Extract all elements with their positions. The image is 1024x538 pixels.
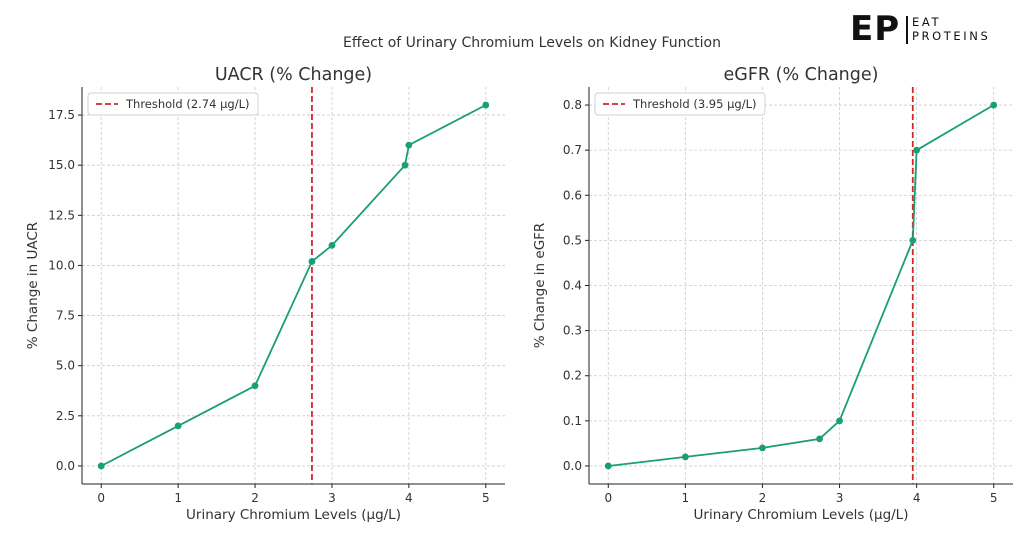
y-tick-label-6: 0.6 xyxy=(563,188,582,202)
legend-box xyxy=(594,92,766,116)
x-tick-label-2: 2 xyxy=(251,491,259,505)
brand-divider xyxy=(906,16,908,44)
data-point-1 xyxy=(681,453,689,461)
suptitle: Effect of Urinary Chromium Levels on Kid… xyxy=(343,35,721,51)
x-tick-label-3: 3 xyxy=(328,491,336,505)
y-axis-label: % Change in UACR xyxy=(25,222,41,349)
y-axis-label: % Change in eGFR xyxy=(532,223,548,349)
legend-label: Threshold (3.95 μg/L) xyxy=(632,97,756,111)
data-point-1 xyxy=(174,422,182,430)
x-tick-label-0: 0 xyxy=(97,491,105,505)
chart-title: eGFR (% Change) xyxy=(724,65,879,85)
y-tick-label-2: 0.2 xyxy=(563,369,582,383)
x-tick-label-5: 5 xyxy=(482,491,490,505)
legend: Threshold (3.95 μg/L) xyxy=(594,92,766,116)
y-tick-label-2: 5.0 xyxy=(56,359,75,373)
x-axis-label: Urinary Chromium Levels (μg/L) xyxy=(186,507,401,523)
data-point-5 xyxy=(401,161,409,169)
data-point-0 xyxy=(604,462,612,470)
data-point-2 xyxy=(759,444,766,452)
y-tick-label-6: 15.0 xyxy=(48,158,75,172)
series-line xyxy=(608,104,995,467)
data-point-3 xyxy=(816,435,823,443)
data-point-7 xyxy=(990,101,998,109)
data-point-3 xyxy=(308,258,316,265)
brand-mark: EP xyxy=(850,9,901,49)
brand-line-1: EAT xyxy=(912,15,942,29)
chart-uacr: 0 1 2 3 4 5 0.0 2.5 5.0 7.5 10.0 12.5 15.0 17.5 UACR (… xyxy=(25,65,505,523)
x-tick-label-0: 0 xyxy=(604,491,612,505)
x-tick-label-5: 5 xyxy=(990,491,998,505)
data-point-2 xyxy=(251,382,259,390)
chart-egfr: 0 1 2 3 4 5 0.0 0.1 0.2 0.3 0.4 0.5 0.6 0.7 0.8 eGFR (%… xyxy=(532,65,1013,523)
y-tick-label-0: 0.0 xyxy=(56,459,75,473)
chart-title: UACR (% Change) xyxy=(215,65,372,85)
x-tick-label-3: 3 xyxy=(836,491,844,505)
series-line xyxy=(100,104,487,467)
y-tick-label-8: 0.8 xyxy=(563,98,582,112)
data-point-7 xyxy=(482,101,490,109)
data-point-4 xyxy=(836,417,843,425)
legend-box xyxy=(87,92,259,116)
y-tick-label-3: 0.3 xyxy=(563,324,582,338)
brand-line-2: PROTEINS xyxy=(912,29,991,43)
y-tick-label-4: 10.0 xyxy=(48,258,75,272)
x-tick-label-2: 2 xyxy=(759,491,767,505)
x-tick-label-1: 1 xyxy=(682,491,690,505)
data-point-5 xyxy=(909,236,917,244)
legend: Threshold (2.74 μg/L) xyxy=(87,92,259,116)
x-axis-label: Urinary Chromium Levels (μg/L) xyxy=(694,507,909,523)
y-tick-label-5: 0.5 xyxy=(563,233,582,247)
y-tick-label-7: 17.5 xyxy=(48,108,75,122)
data-point-6 xyxy=(913,146,921,154)
x-tick-label-4: 4 xyxy=(405,491,413,505)
y-tick-label-3: 7.5 xyxy=(56,309,75,323)
x-tick-label-1: 1 xyxy=(174,491,182,505)
y-tick-label-1: 0.1 xyxy=(563,414,582,428)
brand-logo: EP EAT PROTEINS xyxy=(850,12,1010,48)
y-tick-label-4: 0.4 xyxy=(563,279,582,293)
y-tick-label-0: 0.0 xyxy=(563,459,582,473)
y-tick-label-7: 0.7 xyxy=(563,143,582,157)
data-point-6 xyxy=(405,141,413,149)
legend-label: Threshold (2.74 μg/L) xyxy=(125,97,249,111)
x-tick-label-4: 4 xyxy=(913,491,921,505)
data-point-4 xyxy=(328,241,336,249)
y-tick-label-1: 2.5 xyxy=(56,409,75,423)
brand-text: EAT PROTEINS xyxy=(912,15,990,43)
data-point-0 xyxy=(97,462,105,470)
y-tick-label-5: 12.5 xyxy=(48,208,75,222)
